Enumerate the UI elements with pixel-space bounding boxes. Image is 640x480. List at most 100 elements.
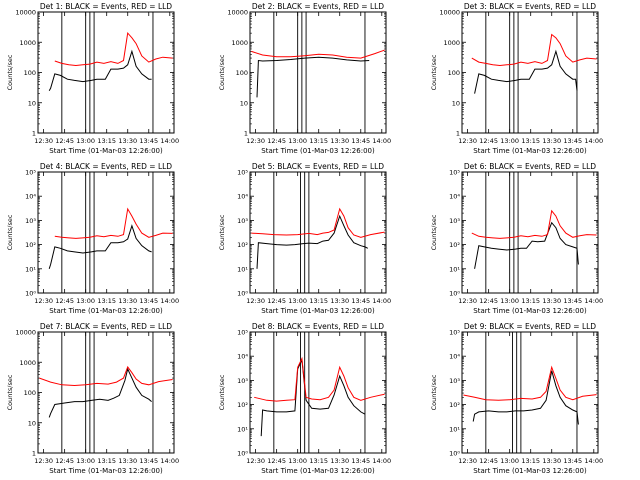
y-tick-label: 1000 — [19, 359, 36, 367]
y-tick-label: 10⁵ — [449, 329, 460, 337]
y-tick-label: 10000 — [439, 9, 460, 17]
x-tick-label: 12:45 — [479, 297, 498, 305]
y-tick-label: 10 — [452, 99, 460, 107]
x-tick-label: 13:45 — [351, 297, 370, 305]
y-tick-label: 10⁰ — [237, 290, 248, 298]
y-tick-label: 10000 — [227, 9, 248, 17]
x-tick-label: 12:45 — [267, 137, 286, 145]
x-tick-label: 13:00 — [76, 137, 95, 145]
y-tick-label: 10 — [240, 99, 248, 107]
x-tick-label: 12:30 — [246, 137, 265, 145]
y-tick-label: 10² — [449, 401, 460, 409]
x-tick-label: 14:00 — [372, 297, 391, 305]
x-tick-label: 13:15 — [97, 457, 116, 465]
plot-frame — [249, 331, 387, 454]
x-tick-label: 13:00 — [500, 137, 519, 145]
y-tick-label: 10⁴ — [237, 353, 248, 361]
plot-frame — [37, 171, 175, 294]
x-tick-label: 13:15 — [309, 137, 328, 145]
x-tick-label: 12:45 — [267, 297, 286, 305]
plot-panel: Det 4: BLACK = Events, RED = LLD Counts/s… — [6, 162, 179, 315]
y-tick-label: 10000 — [15, 329, 36, 337]
y-tick-label: 10⁵ — [449, 169, 460, 177]
x-tick-label: 14:00 — [160, 457, 179, 465]
plot-title: Det 6: BLACK = Events, RED = LLD — [464, 162, 596, 171]
y-tick-label: 10¹ — [237, 425, 248, 433]
y-tick-label: 10⁰ — [237, 450, 248, 458]
series-line — [472, 370, 579, 425]
series-line — [474, 221, 579, 269]
series-line — [48, 367, 152, 418]
x-tick-label: 14:00 — [372, 457, 391, 465]
x-tick-label: 13:30 — [330, 457, 349, 465]
plot-frame — [249, 11, 387, 134]
x-tick-label: 12:30 — [34, 137, 53, 145]
x-tick-label: 13:30 — [118, 137, 137, 145]
plot-title: Det 5: BLACK = Events, RED = LLD — [252, 162, 384, 171]
y-tick-label: 10³ — [237, 217, 248, 225]
series-line — [251, 207, 385, 238]
plot-title: Det 3: BLACK = Events, RED = LLD — [464, 2, 596, 11]
y-tick-label: 10⁴ — [449, 353, 460, 361]
plot-frame — [249, 171, 387, 294]
x-tick-label: 12:30 — [34, 297, 53, 305]
y-tick-label: 10³ — [25, 217, 36, 225]
plot-panel: Det 5: BLACK = Events, RED = LLD Counts/s… — [218, 162, 391, 315]
y-tick-label: 10 — [28, 99, 36, 107]
y-tick-label: 10⁵ — [237, 169, 248, 177]
y-tick-label: 10⁵ — [25, 169, 36, 177]
plot-frame — [461, 171, 599, 294]
y-tick-label: 10² — [25, 241, 36, 249]
y-tick-label: 100 — [236, 69, 248, 77]
series-line — [256, 56, 370, 98]
x-tick-label: 12:30 — [458, 457, 477, 465]
series-line — [256, 214, 369, 269]
y-axis-label: Counts/sec — [430, 214, 438, 250]
y-tick-label: 10⁰ — [449, 450, 460, 458]
x-tick-label: 13:00 — [76, 297, 95, 305]
x-tick-label: 13:30 — [118, 297, 137, 305]
x-tick-label: 13:00 — [288, 457, 307, 465]
y-tick-label: 1000 — [443, 39, 460, 47]
series-line — [39, 365, 173, 387]
y-tick-label: 1000 — [231, 39, 248, 47]
x-tick-label: 13:30 — [542, 457, 561, 465]
x-tick-label: 13:00 — [500, 297, 519, 305]
y-axis-label: Counts/sec — [218, 374, 226, 410]
x-tick-label: 13:45 — [563, 297, 582, 305]
x-tick-label: 13:30 — [542, 297, 561, 305]
plot-title: Det 1: BLACK = Events, RED = LLD — [40, 2, 172, 11]
x-tick-label: 12:45 — [55, 137, 74, 145]
y-axis-label: Counts/sec — [6, 374, 14, 410]
y-tick-label: 1 — [32, 130, 36, 138]
x-tick-label: 14:00 — [584, 297, 603, 305]
y-tick-label: 10⁴ — [25, 193, 36, 201]
x-tick-label: 13:30 — [118, 457, 137, 465]
x-tick-label: 13:30 — [330, 297, 349, 305]
x-tick-label: 13:00 — [76, 457, 95, 465]
y-tick-label: 10⁵ — [237, 329, 248, 337]
x-axis-label: Start Time (01-Mar-03 12:26:00) — [473, 307, 587, 315]
x-tick-label: 14:00 — [584, 137, 603, 145]
series-line — [48, 224, 152, 269]
plot-panel: Det 2: BLACK = Events, RED = LLD Counts/s… — [218, 2, 391, 155]
x-tick-label: 13:30 — [330, 137, 349, 145]
x-axis-label: Start Time (01-Mar-03 12:26:00) — [473, 467, 587, 475]
x-tick-label: 13:15 — [309, 457, 328, 465]
y-tick-label: 1 — [244, 130, 248, 138]
y-tick-label: 10¹ — [449, 425, 460, 433]
series-line — [260, 358, 366, 437]
x-tick-label: 12:45 — [55, 297, 74, 305]
series-line — [471, 33, 597, 67]
plot-frame — [37, 11, 175, 134]
y-tick-label: 10⁴ — [237, 193, 248, 201]
y-axis-label: Counts/sec — [6, 54, 14, 90]
plot-frame — [461, 331, 599, 454]
series-line — [54, 31, 173, 67]
x-tick-label: 13:15 — [97, 137, 116, 145]
x-tick-label: 13:45 — [563, 457, 582, 465]
x-tick-label: 14:00 — [372, 137, 391, 145]
x-tick-label: 13:15 — [521, 457, 540, 465]
y-tick-label: 10¹ — [449, 265, 460, 273]
x-tick-label: 13:45 — [563, 137, 582, 145]
